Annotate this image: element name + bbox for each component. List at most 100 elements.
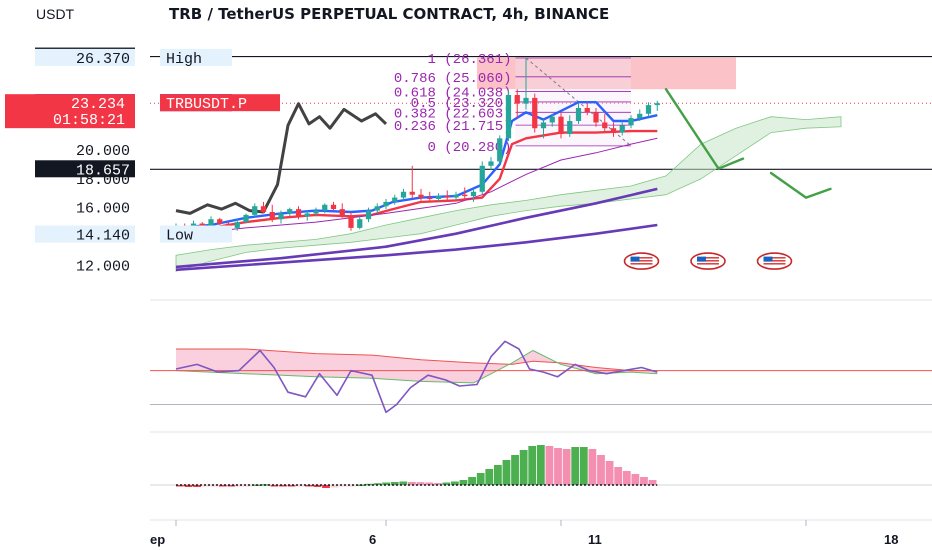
candle-body: [304, 213, 310, 217]
x-tick-1: 6: [369, 532, 376, 547]
histogram-bar: [640, 477, 648, 485]
histogram-bar: [451, 481, 459, 485]
histogram-bar: [631, 474, 640, 485]
symbol-tag-box: [160, 94, 280, 112]
candle-body: [252, 206, 258, 215]
candle-body: [383, 201, 389, 207]
flag-canton: [763, 256, 773, 262]
fib-level-label: 0.382 (22.603): [394, 106, 512, 122]
indicator-line-0: [175, 102, 388, 215]
histogram-bar: [279, 485, 287, 487]
flag-stripe: [763, 263, 786, 265]
price-countdown: 01:58:21: [53, 112, 125, 129]
candle-body: [365, 210, 372, 220]
candle-body: [488, 161, 494, 166]
histogram-bar: [622, 471, 631, 485]
price-label-box: [35, 48, 135, 66]
projection-arrow: [664, 87, 745, 171]
candle-body: [278, 213, 284, 220]
flag-canton: [630, 256, 640, 262]
annotation-arrows[interactable]: [664, 87, 832, 199]
flag-stripe: [697, 263, 719, 265]
fib-level-label: 0.618 (24.038): [394, 86, 512, 102]
fib-level-label: 0.236 (21.715): [394, 119, 512, 135]
candle-body: [392, 197, 398, 202]
histogram-bar: [330, 485, 339, 488]
candle-body: [427, 197, 433, 199]
oscillator-line: [175, 340, 658, 414]
candle-body: [558, 116, 564, 134]
histogram-bar: [270, 485, 279, 487]
histogram-bar: [554, 448, 562, 485]
candle-body: [532, 97, 538, 129]
histogram-bar: [502, 460, 511, 485]
price-label-box: [35, 160, 135, 178]
candlesticks[interactable]: [173, 58, 660, 231]
histogram-bar: [176, 485, 184, 487]
candle-body: [269, 212, 275, 220]
candle-body: [234, 222, 240, 228]
histogram-bar: [227, 485, 236, 487]
oscillator-band: [176, 349, 658, 383]
candle-body: [295, 209, 302, 217]
candle-body: [470, 191, 477, 197]
candle-body: [610, 128, 617, 133]
histogram-bar: [562, 449, 571, 485]
resistance-zone: [477, 57, 736, 90]
indicator-line-4: [175, 187, 658, 269]
candle-body: [339, 209, 345, 217]
price-tag: High: [166, 51, 202, 68]
histogram-bar: [536, 445, 545, 485]
candle-body: [479, 165, 485, 192]
oscillator-band-upper: [176, 348, 658, 372]
price-label-box: [35, 225, 135, 243]
candle-body: [208, 219, 214, 227]
fib-level-label: 0.786 (25.060): [394, 71, 512, 87]
histogram-bar: [373, 483, 382, 485]
indicator-line-3: [175, 137, 658, 236]
histogram-bar: [382, 482, 391, 485]
histogram-bar: [528, 446, 537, 485]
price-tag-box: [160, 48, 232, 66]
candle-body: [637, 113, 643, 119]
y-tick-label: 16.000: [76, 201, 130, 218]
candle-body: [287, 209, 293, 214]
histogram-bar: [588, 449, 597, 485]
resistance-zone-rect: [477, 57, 736, 90]
histogram-bar: [511, 455, 519, 485]
histogram-bar: [476, 473, 485, 485]
histogram-bar: [347, 485, 356, 487]
price-scale: 22.00020.00018.00016.00012.00026.46126.3…: [5, 47, 280, 275]
histogram-bar: [468, 477, 476, 485]
histogram-bar: [399, 481, 408, 485]
symbol-tag: TRBUSDT.P: [166, 96, 247, 113]
flag-row: [623, 252, 793, 270]
histogram-bar: [425, 482, 434, 485]
histogram-bar: [579, 447, 588, 485]
flag-stripe: [763, 257, 786, 259]
indicator-line-5: [175, 223, 658, 272]
ichimoku-cloud: [175, 116, 842, 272]
chart-title: TRB / TetherUS PERPETUAL CONTRACT, 4h, B…: [169, 5, 609, 23]
histogram-bar: [193, 485, 201, 487]
candle-body: [462, 194, 468, 197]
x-tick-0: ep: [150, 532, 165, 547]
oscillator-pane: [150, 340, 932, 414]
y-tick-label: 20.000: [76, 143, 130, 160]
histogram-bar: [210, 485, 219, 487]
price-label-value: 23.234: [71, 96, 125, 113]
candle-body: [549, 116, 555, 123]
flag-stripe: [630, 260, 653, 262]
histogram-bar: [322, 485, 330, 488]
candle-body: [453, 194, 459, 198]
candle-body: [357, 219, 363, 228]
candle-body: [217, 219, 223, 224]
price-tag-box: [160, 225, 232, 243]
candle-body: [628, 118, 634, 126]
price-label-value: 18.657: [76, 162, 130, 179]
candle-body: [645, 105, 652, 114]
candle-body: [497, 138, 503, 162]
candle-body: [593, 112, 599, 123]
histogram-bar: [571, 447, 580, 485]
